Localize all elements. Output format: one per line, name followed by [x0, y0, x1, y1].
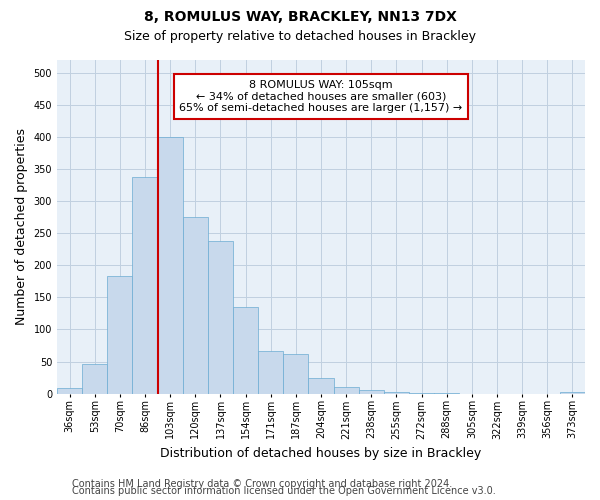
Bar [82, 364, 107, 394]
Bar [384, 392, 409, 394]
Bar [183, 217, 208, 394]
Y-axis label: Number of detached properties: Number of detached properties [15, 128, 28, 326]
Text: Contains public sector information licensed under the Open Government Licence v3: Contains public sector information licen… [72, 486, 496, 496]
Bar [158, 137, 183, 394]
Bar [57, 388, 82, 394]
Text: Contains HM Land Registry data © Crown copyright and database right 2024.: Contains HM Land Registry data © Crown c… [72, 479, 452, 489]
Text: Size of property relative to detached houses in Brackley: Size of property relative to detached ho… [124, 30, 476, 43]
Bar [334, 386, 359, 394]
X-axis label: Distribution of detached houses by size in Brackley: Distribution of detached houses by size … [160, 447, 482, 460]
Bar [133, 177, 158, 394]
Bar [233, 307, 258, 394]
Bar [409, 393, 434, 394]
Bar [434, 393, 459, 394]
Text: 8, ROMULUS WAY, BRACKLEY, NN13 7DX: 8, ROMULUS WAY, BRACKLEY, NN13 7DX [143, 10, 457, 24]
Bar [560, 392, 585, 394]
Bar [359, 390, 384, 394]
Text: 8 ROMULUS WAY: 105sqm
← 34% of detached houses are smaller (603)
65% of semi-det: 8 ROMULUS WAY: 105sqm ← 34% of detached … [179, 80, 463, 113]
Bar [308, 378, 334, 394]
Bar [258, 350, 283, 394]
Bar [283, 354, 308, 394]
Bar [208, 241, 233, 394]
Bar [107, 276, 133, 394]
